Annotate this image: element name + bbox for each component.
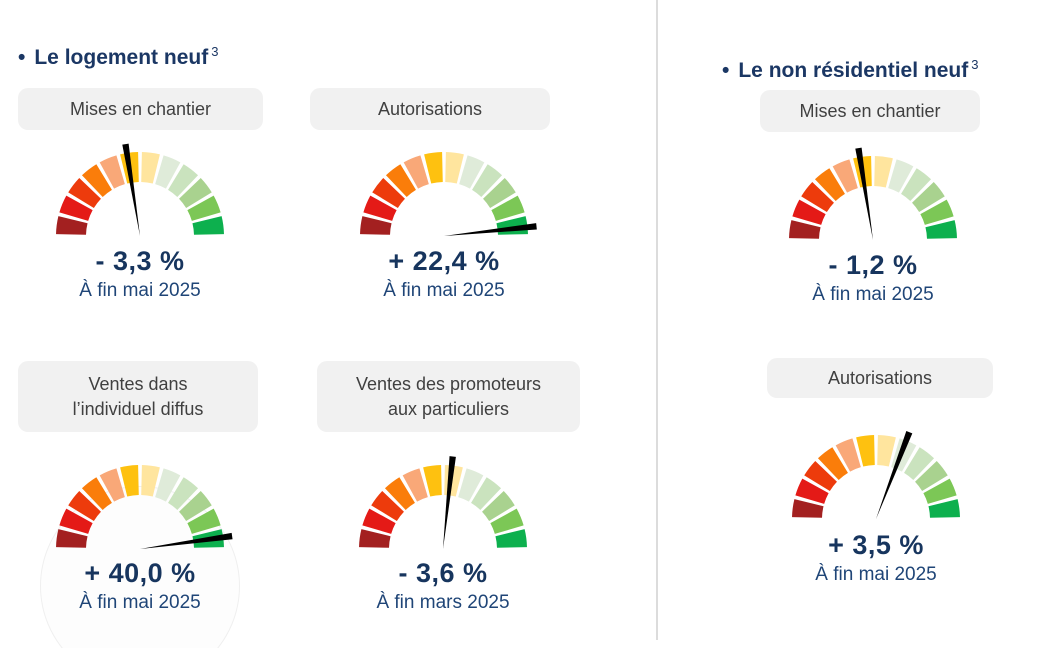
gauge-reading: + 22,4 % À fin mai 2025 — [314, 246, 574, 302]
gauge-reading: + 3,5 % À fin mai 2025 — [746, 530, 1006, 586]
footnote-ref: 3 — [211, 44, 219, 59]
section-divider — [656, 0, 658, 640]
gauge-date: À fin mai 2025 — [383, 280, 505, 301]
gauge-label-nonres-autorisations: Autorisations — [767, 358, 993, 398]
label-line: Autorisations — [827, 367, 933, 388]
section-title-non-residentiel-neuf: • Le non résidentiel neuf 3 — [722, 57, 978, 83]
gauge-value: - 1,2 % — [828, 250, 918, 280]
gauge-reading: - 3,3 % À fin mai 2025 — [10, 246, 270, 302]
gauge-label-ventes-individuel-diffus: Ventes dans l’individuel diffus — [18, 361, 258, 432]
gauge-logement-autorisations — [360, 152, 537, 236]
gauge-date: À fin mai 2025 — [815, 564, 937, 585]
label-line: Ventes dans — [88, 374, 188, 395]
gauge-value: + 40,0 % — [84, 558, 196, 588]
gauge-logement-mises-en-chantier — [56, 143, 224, 236]
section-title-logement-neuf: • Le logement neuf 3 — [18, 44, 218, 70]
gauge-value: + 3,5 % — [828, 530, 924, 560]
gauge-value: - 3,3 % — [95, 246, 185, 276]
gauge-value: - 3,6 % — [398, 558, 488, 588]
gauge-label-logement-mises-en-chantier: Mises en chantier — [18, 88, 263, 130]
gauge-date: À fin mars 2025 — [376, 592, 510, 613]
label-line: Mises en chantier — [69, 98, 212, 119]
gauge-reading: - 3,6 % À fin mars 2025 — [313, 558, 573, 614]
label-line: aux particuliers — [387, 398, 510, 419]
bullet-icon: • — [18, 46, 26, 69]
label-line: Mises en chantier — [799, 100, 941, 121]
bullet-icon: • — [722, 59, 730, 82]
gauge-reading: - 1,2 % À fin mai 2025 — [743, 250, 1003, 306]
gauge-value: + 22,4 % — [388, 246, 500, 276]
footnote-ref: 3 — [971, 57, 979, 72]
gauge-nonres-mises-en-chantier — [789, 147, 957, 240]
label-line: l’individuel diffus — [72, 398, 204, 419]
label-line: Ventes des promoteurs — [355, 374, 542, 395]
gauge-date: À fin mai 2025 — [79, 592, 201, 613]
gauge-label-nonres-mises-en-chantier: Mises en chantier — [760, 90, 980, 132]
gauge-ventes-individuel-diffus — [56, 465, 233, 549]
gauge-ventes-promoteurs — [359, 456, 527, 549]
gauge-date: À fin mai 2025 — [812, 284, 934, 305]
section-title-text: Le non résidentiel neuf — [738, 59, 969, 82]
gauge-nonres-autorisations — [792, 431, 960, 519]
label-line: Autorisations — [377, 98, 483, 119]
gauge-reading: + 40,0 % À fin mai 2025 — [10, 558, 270, 614]
section-title-text: Le logement neuf — [34, 46, 209, 69]
gauge-date: À fin mai 2025 — [79, 280, 201, 301]
gauge-label-ventes-promoteurs: Ventes des promoteurs aux particuliers — [317, 361, 580, 432]
gauge-label-logement-autorisations: Autorisations — [310, 88, 550, 130]
